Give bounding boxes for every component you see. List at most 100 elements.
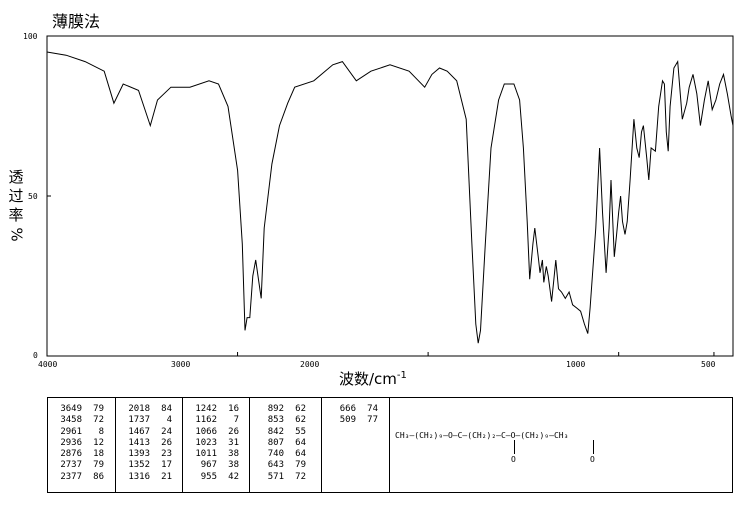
- x-tick-label: 4000: [38, 360, 58, 369]
- peak-transmittance: 17: [161, 460, 172, 471]
- peak-row: 3458 72: [48, 415, 115, 426]
- peak-transmittance: 72: [93, 415, 104, 426]
- structure-formula: CH₃—(CH₂)₉—O—C—(CH₂)₂—C—O—(CH₂)₉—CH₃: [395, 431, 569, 440]
- peak-wavenumber: 1467: [128, 426, 150, 437]
- peak-wavenumber: 666: [339, 404, 356, 414]
- peak-transmittance: 86: [93, 471, 104, 482]
- peak-transmittance: 7: [233, 415, 239, 426]
- peak-row: 666 74: [322, 404, 389, 415]
- y-tick-label: 0: [33, 351, 38, 360]
- carbonyl-oxygen-2: O: [590, 455, 595, 464]
- peak-transmittance: 84: [161, 404, 172, 414]
- peak-transmittance: 38: [228, 449, 239, 460]
- peak-transmittance: 31: [228, 437, 239, 448]
- peak-wavenumber: 509: [339, 415, 356, 426]
- peak-transmittance: 62: [295, 404, 306, 414]
- peak-transmittance: 38: [228, 460, 239, 471]
- peak-row: 1011 38: [183, 449, 249, 460]
- peak-row: 1242 16: [183, 404, 249, 415]
- peak-transmittance: 23: [161, 449, 172, 460]
- peak-row: 967 38: [183, 460, 249, 471]
- carbonyl-bond-2: [593, 440, 594, 454]
- peak-wavenumber: 643: [267, 460, 284, 471]
- peak-row: 2018 84: [116, 404, 182, 415]
- peak-transmittance: 26: [228, 426, 239, 437]
- peak-row: 1023 31: [183, 438, 249, 449]
- peak-wavenumber: 1737: [128, 415, 150, 426]
- peak-row: 2737 79: [48, 460, 115, 471]
- peak-wavenumber: 1393: [128, 449, 150, 460]
- peak-wavenumber: 571: [267, 471, 284, 482]
- peak-wavenumber: 1023: [195, 437, 217, 448]
- peak-wavenumber: 892: [267, 404, 284, 414]
- peak-transmittance: 12: [93, 437, 104, 448]
- x-tick-label: 2000: [300, 360, 320, 369]
- peak-wavenumber: 967: [200, 460, 217, 471]
- chart-title: 薄膜法: [52, 12, 101, 31]
- peak-row: 2876 18: [48, 449, 115, 460]
- peak-row: 1316 21: [116, 472, 182, 483]
- peak-transmittance: 4: [166, 415, 172, 426]
- peak-wavenumber: 955: [200, 471, 217, 482]
- peak-transmittance: 16: [228, 404, 239, 414]
- peak-wavenumber: 1066: [195, 426, 217, 437]
- y-label-char-1: 透: [8, 168, 24, 186]
- spectrum-line: [46, 51, 734, 344]
- peak-row: 1162 7: [183, 415, 249, 426]
- peak-wavenumber: 1352: [128, 460, 150, 471]
- y-label-char-2: 过: [8, 187, 24, 205]
- peak-wavenumber: 3649: [60, 404, 82, 414]
- peak-transmittance: 42: [228, 471, 239, 482]
- peak-transmittance: 79: [295, 460, 306, 471]
- peak-transmittance: 26: [161, 437, 172, 448]
- peak-transmittance: 24: [161, 426, 172, 437]
- peak-row: 1737 4: [116, 415, 182, 426]
- y-axis-label: 透 过 率 %: [6, 168, 26, 244]
- peak-row: 842 55: [250, 427, 321, 438]
- peak-transmittance: 55: [295, 426, 306, 437]
- peak-column-1: 3649 79 3458 72 2961 8 2936 12 2876 18 2737 79 2377 8…: [48, 398, 116, 492]
- peak-row: 1393 23: [116, 449, 182, 460]
- peak-row: 1413 26: [116, 438, 182, 449]
- peak-wavenumber: 2876: [60, 449, 82, 460]
- peak-transmittance: 79: [93, 404, 104, 414]
- peak-wavenumber: 2936: [60, 437, 82, 448]
- peak-wavenumber: 1011: [195, 449, 217, 460]
- peak-column-5: 666 74 509 77: [322, 398, 390, 492]
- peak-column-4: 892 62 853 62 842 55 807 64 740 64 643 79 571 72: [250, 398, 322, 492]
- peak-table: 3649 79 3458 72 2961 8 2936 12 2876 18 2737 79 2377 8…: [47, 397, 733, 493]
- plot-frame: [46, 35, 734, 357]
- peak-row: 643 79: [250, 460, 321, 471]
- peak-row: 1352 17: [116, 460, 182, 471]
- x-axis-label: 波数/cm-1: [339, 368, 407, 389]
- x-label-superscript: -1: [396, 370, 407, 381]
- peak-transmittance: 72: [295, 471, 306, 482]
- peak-wavenumber: 807: [267, 437, 284, 448]
- peak-transmittance: 64: [295, 437, 306, 448]
- y-label-char-4: %: [7, 227, 26, 242]
- peak-row: 3649 79: [48, 404, 115, 415]
- x-label-text: 波数/cm: [339, 370, 397, 388]
- carbonyl-bond-1: [514, 440, 515, 454]
- y-tick-label: 100: [23, 32, 38, 41]
- peak-row: 571 72: [250, 472, 321, 483]
- peak-transmittance: 64: [295, 449, 306, 460]
- peak-row: 955 42: [183, 472, 249, 483]
- peak-transmittance: 74: [367, 404, 378, 414]
- peak-wavenumber: 2737: [60, 460, 82, 471]
- peak-wavenumber: 2377: [60, 471, 82, 482]
- peak-transmittance: 21: [161, 471, 172, 482]
- peak-row: 740 64: [250, 449, 321, 460]
- peak-wavenumber: 1162: [195, 415, 217, 426]
- peak-transmittance: 77: [367, 415, 378, 426]
- tick-marks: [46, 35, 715, 357]
- peak-wavenumber: 3458: [60, 415, 82, 426]
- carbonyl-oxygen-1: O: [511, 455, 516, 464]
- peak-row: 807 64: [250, 438, 321, 449]
- peak-wavenumber: 1242: [195, 404, 217, 414]
- x-tick-label: 500: [701, 360, 716, 369]
- peak-column-2: 2018 84 1737 4 1467 24 1413 26 1393 23 1352 17 1316 2…: [116, 398, 183, 492]
- peak-row: 2961 8: [48, 427, 115, 438]
- peak-transmittance: 62: [295, 415, 306, 426]
- peak-row: 509 77: [322, 415, 389, 426]
